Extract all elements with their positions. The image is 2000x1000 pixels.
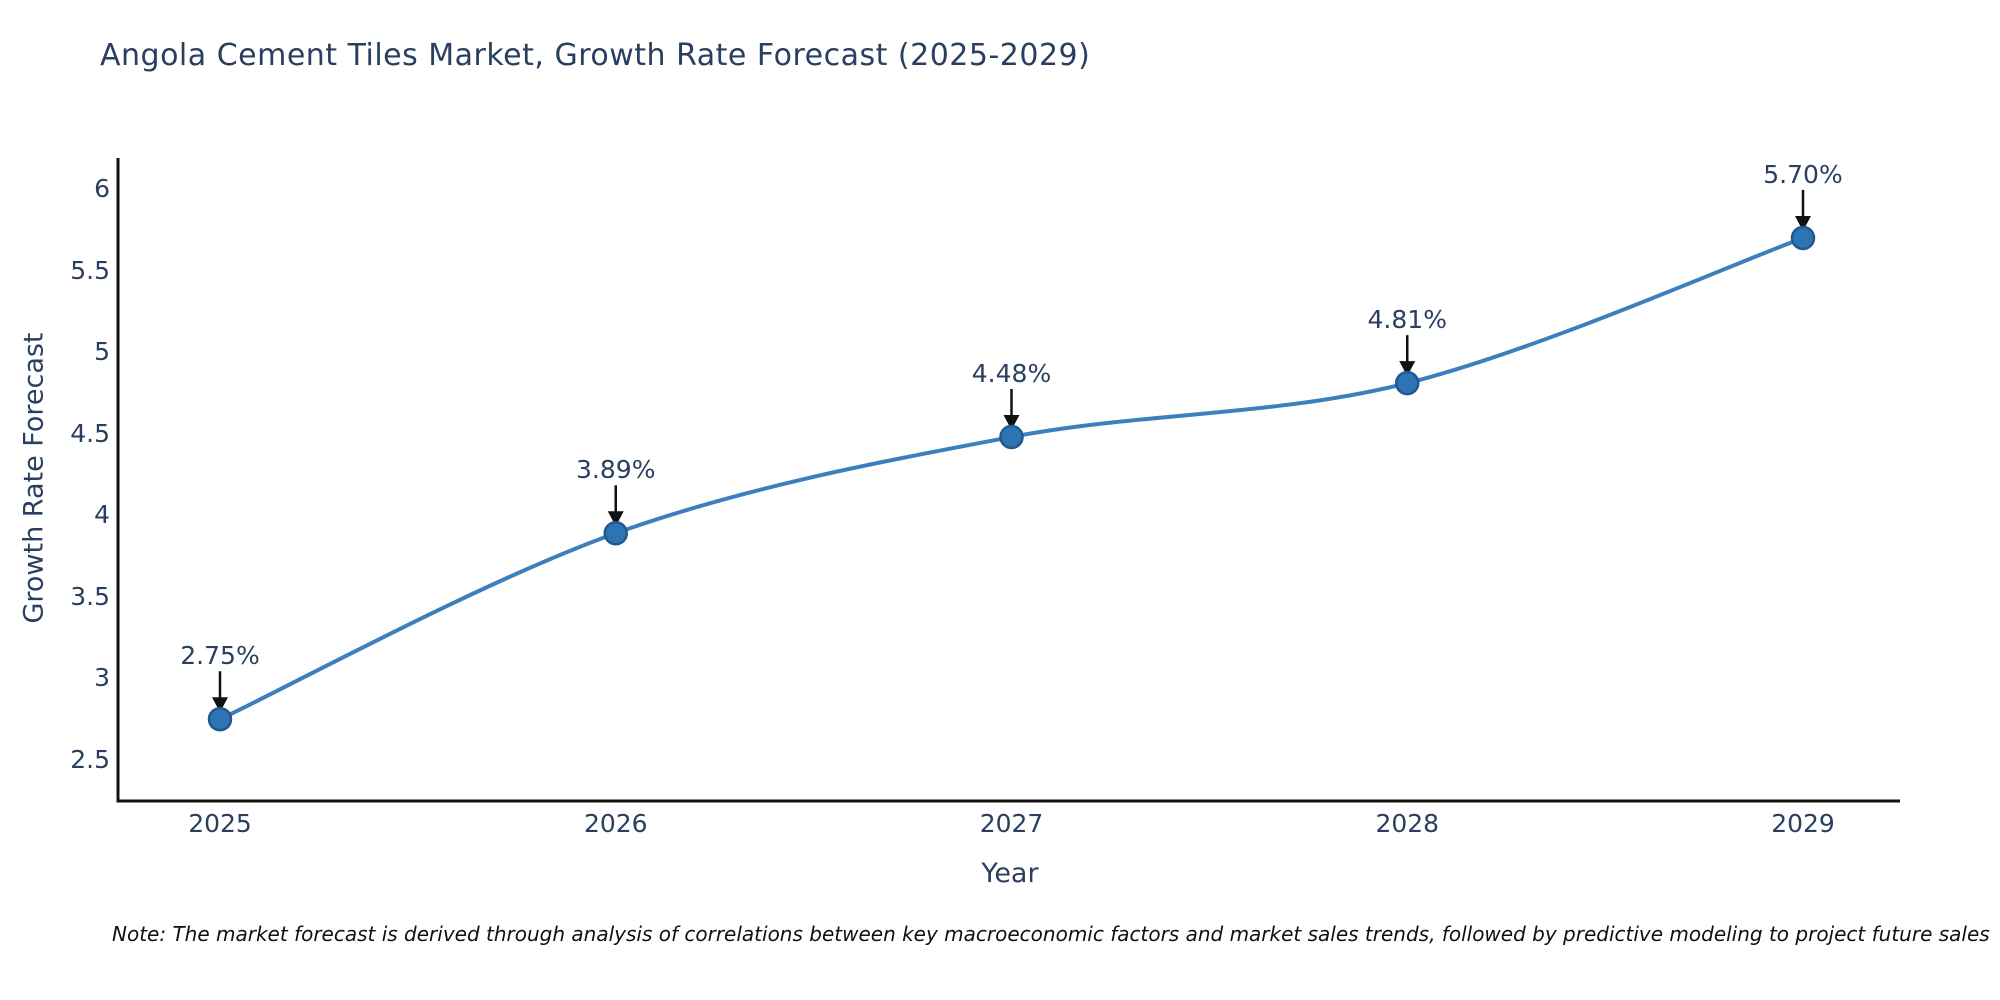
point-annotation: 5.70% — [1763, 159, 1843, 189]
trend-line — [219, 236, 1804, 722]
x-tick-label: 2026 — [583, 809, 648, 838]
annotation-arrowhead — [1795, 215, 1811, 231]
chart-title: Angola Cement Tiles Market, Growth Rate … — [100, 38, 1091, 73]
point-annotation: 4.48% — [971, 358, 1052, 388]
data-point-marker — [603, 520, 628, 546]
x-tick-label: 2027 — [979, 809, 1044, 838]
y-tick-label: 5.5 — [70, 255, 110, 285]
x-tick-label: 2029 — [1771, 809, 1835, 838]
x-tick-label: 2028 — [1375, 809, 1440, 838]
point-annotation: 2.75% — [180, 641, 260, 671]
data-point-marker — [1790, 225, 1816, 251]
y-tick-label: 4.5 — [70, 418, 110, 448]
y-tick-label: 3.5 — [70, 581, 110, 611]
annotation-arrowhead — [212, 697, 228, 713]
point-annotation: 3.89% — [576, 455, 656, 485]
x-axis-title: Year — [981, 858, 1039, 889]
y-tick-label: 2.5 — [70, 745, 110, 774]
data-point-marker — [999, 424, 1024, 450]
annotation-arrowhead — [607, 511, 624, 527]
data-point-marker — [1395, 370, 1420, 396]
y-tick-label: 4 — [94, 500, 110, 530]
annotation-arrowhead — [1399, 361, 1416, 377]
y-tick-label: 3 — [94, 663, 110, 693]
annotation-arrowhead — [1003, 414, 1020, 430]
point-annotation: 4.81% — [1367, 305, 1447, 335]
footnote: Note: The market forecast is derived thr… — [112, 922, 1990, 946]
y-tick-label: 5 — [94, 337, 110, 367]
y-tick-label: 6 — [94, 174, 110, 203]
data-point-marker — [207, 706, 233, 732]
x-tick-label: 2025 — [188, 809, 252, 838]
